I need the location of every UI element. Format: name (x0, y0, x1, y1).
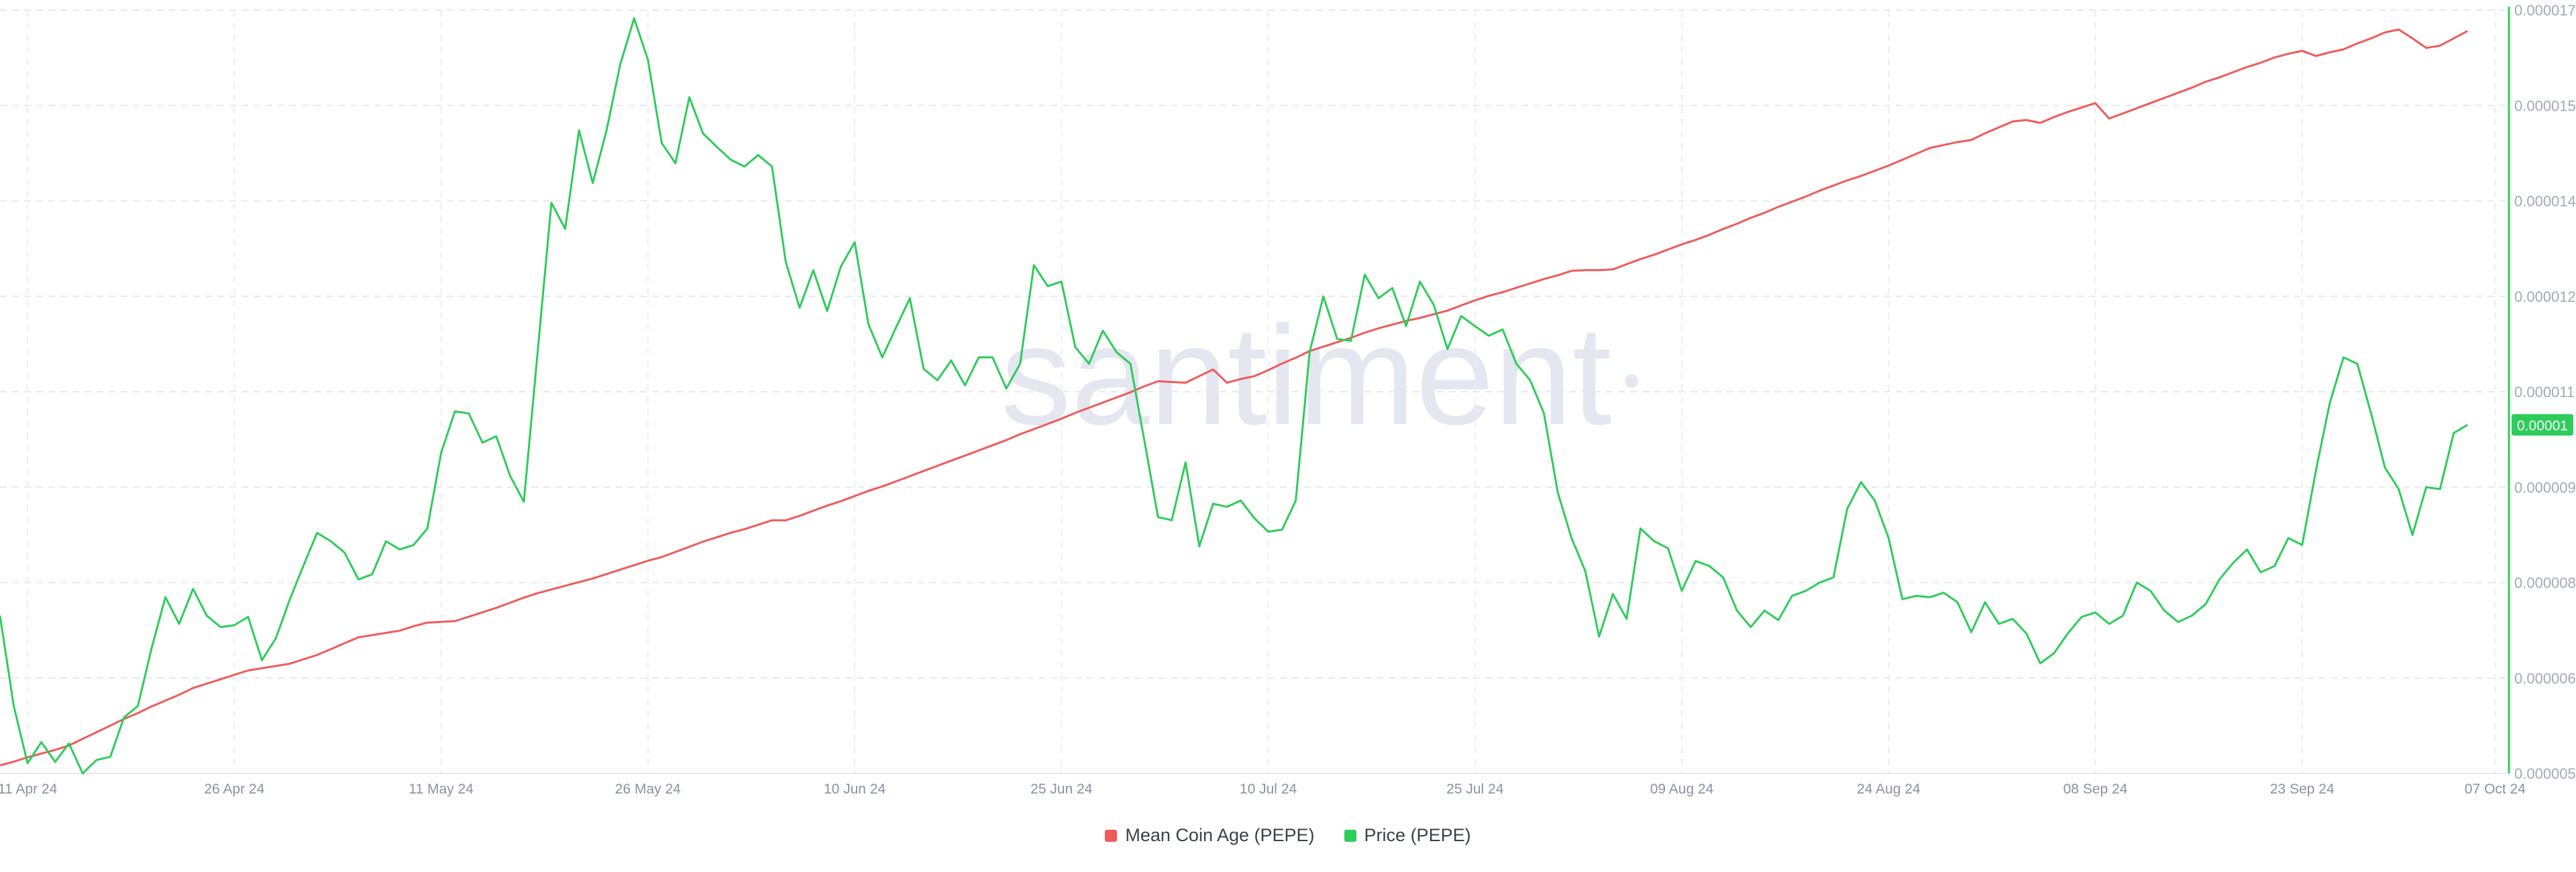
legend-swatch (1344, 829, 1356, 842)
y-tick-label: 0.000014 (2514, 193, 2576, 210)
legend-item[interactable]: Mean Coin Age (PEPE) (1105, 825, 1315, 846)
y-tick-label: 0.000011 (2514, 384, 2575, 400)
x-tick-label: 09 Aug 24 (1650, 781, 1714, 797)
chart: santiment 0.000005 0.000006 0.000008 0.0000… (0, 2, 2576, 797)
legend: Mean Coin Age (PEPE) Price (PEPE) (0, 825, 2576, 846)
y-tick-label: 0.000009 (2514, 479, 2576, 496)
x-tick-label: 11 Apr 24 (0, 781, 58, 797)
x-tick-label: 08 Sep 24 (2063, 781, 2128, 797)
watermark-dot (1625, 374, 1638, 388)
y-tick-label: 0.000015 (2514, 97, 2576, 114)
legend-label: Price (PEPE) (1364, 825, 1471, 845)
series-line (0, 17, 2469, 775)
legend-item[interactable]: Price (PEPE) (1344, 825, 1471, 846)
x-tick-label: 26 Apr 24 (204, 781, 264, 797)
x-tick-label: 24 Aug 24 (1857, 781, 1921, 797)
x-tick-label: 23 Sep 24 (2270, 781, 2334, 797)
x-tick-label: 07 Oct 24 (2465, 781, 2526, 797)
series-line (0, 28, 2469, 767)
x-tick-label: 10 Jun 24 (824, 781, 886, 797)
legend-swatch (1105, 829, 1118, 842)
y-tick-label: 0.000005 (2514, 765, 2576, 782)
y-tick-label: 0.000008 (2514, 575, 2576, 592)
x-tick-label: 25 Jun 24 (1030, 781, 1093, 797)
x-tick-label: 11 May 24 (409, 781, 474, 797)
y-tick-label: 0.000017 (2514, 2, 2576, 19)
y-tick-label: 0.000012 (2514, 288, 2576, 305)
x-tick-label: 26 May 24 (615, 781, 681, 797)
last-value-label: 0.00001 (2517, 418, 2568, 433)
y-tick-label: 0.000006 (2514, 670, 2576, 687)
x-tick-label: 25 Jul 24 (1446, 781, 1504, 797)
x-tick-label: 10 Jul 24 (1240, 781, 1297, 797)
legend-label: Mean Coin Age (PEPE) (1125, 825, 1315, 845)
watermark: santiment (1001, 296, 1611, 454)
last-value-badge (2512, 414, 2573, 436)
